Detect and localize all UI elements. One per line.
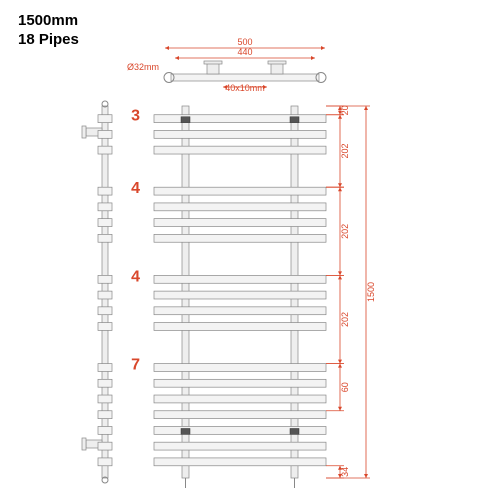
group-count-label: 3 bbox=[131, 108, 140, 125]
svg-text:34: 34 bbox=[340, 467, 350, 477]
diagram-canvas: 500440Ø32mm40x10mm3447202022022026034150… bbox=[0, 0, 500, 500]
svg-text:20: 20 bbox=[340, 105, 350, 115]
group-count-label: 4 bbox=[131, 180, 140, 197]
svg-text:1500: 1500 bbox=[366, 282, 376, 302]
group-count-label: 7 bbox=[131, 357, 140, 374]
group-count-label: 4 bbox=[131, 268, 140, 285]
svg-text:202: 202 bbox=[340, 143, 350, 158]
svg-text:440: 440 bbox=[237, 47, 252, 57]
svg-text:Ø32mm: Ø32mm bbox=[127, 62, 159, 72]
svg-text:202: 202 bbox=[340, 224, 350, 239]
svg-text:40x10mm: 40x10mm bbox=[225, 83, 265, 93]
svg-text:60: 60 bbox=[340, 382, 350, 392]
svg-text:202: 202 bbox=[340, 312, 350, 327]
svg-text:500: 500 bbox=[237, 37, 252, 47]
